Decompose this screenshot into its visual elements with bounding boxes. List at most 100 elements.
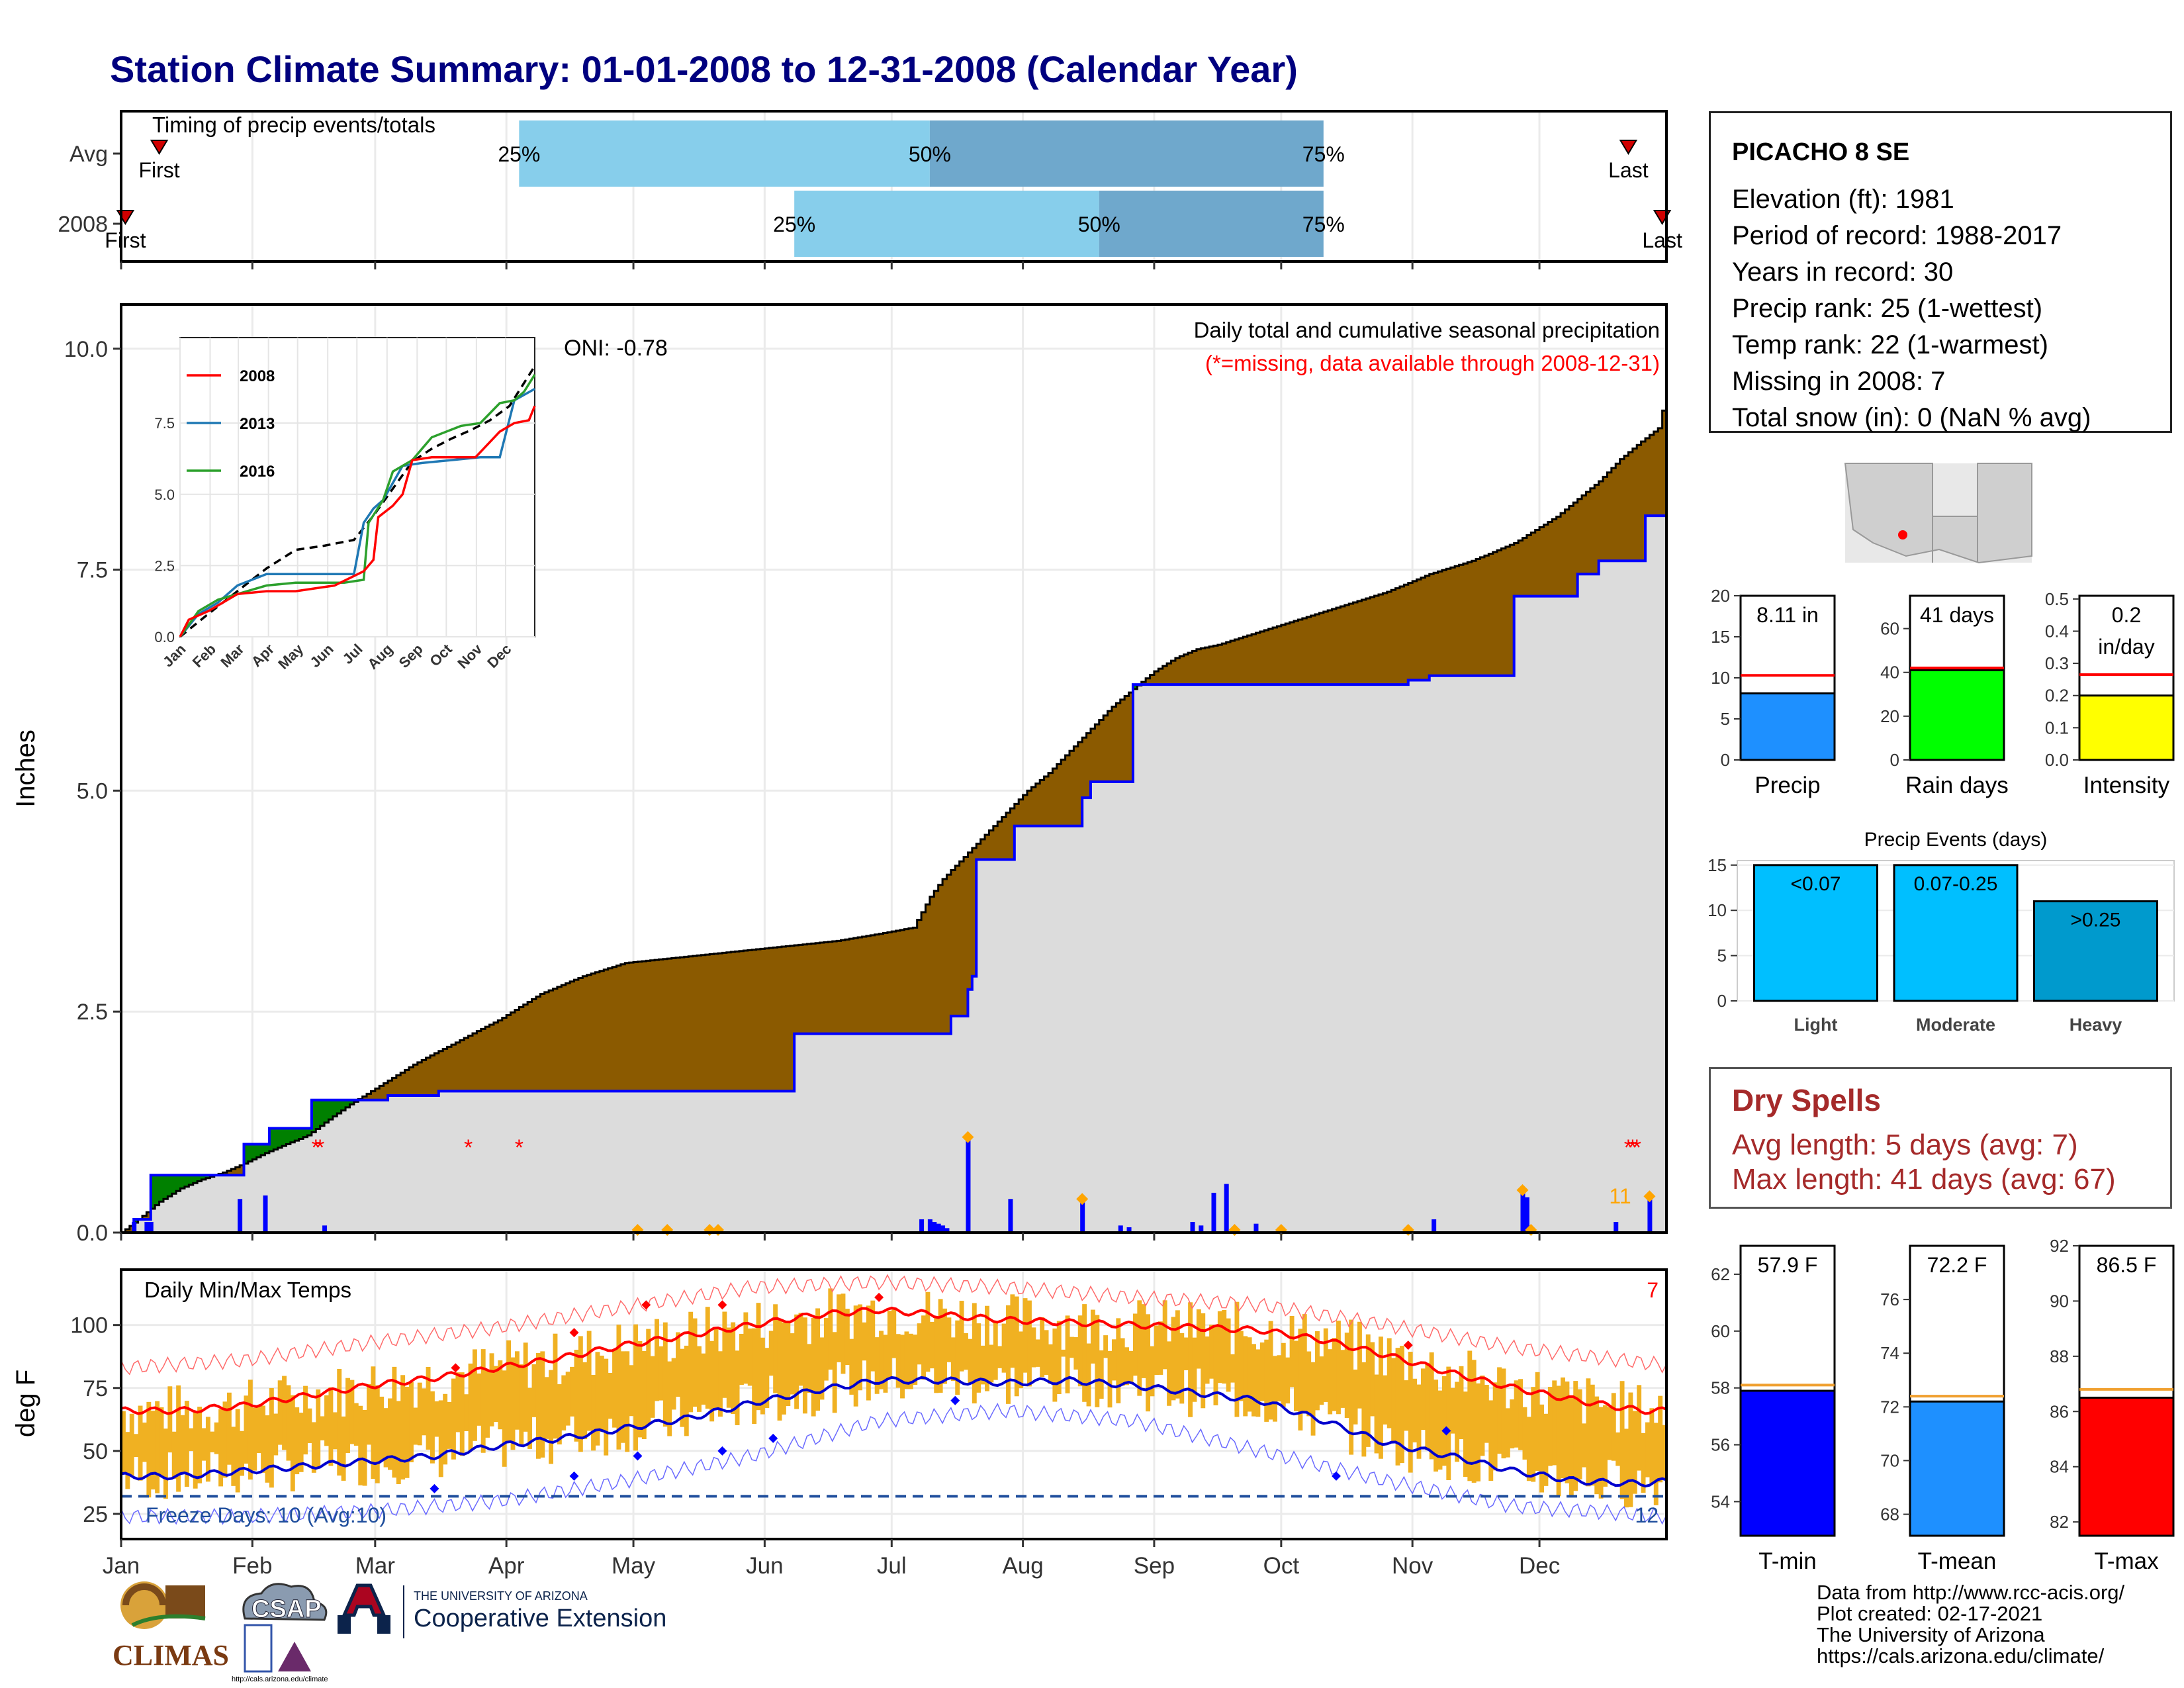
daily-temp-bar [565, 1372, 570, 1426]
daily-temp-bar [942, 1308, 947, 1384]
daily-temp-bar [1632, 1411, 1637, 1494]
daily-temp-bar [1590, 1384, 1595, 1486]
daily-temp-bar [1365, 1334, 1371, 1447]
daily-temp-bar [1154, 1325, 1159, 1376]
surplus-segment [244, 1144, 249, 1164]
logo-strip: CLIMAS CSAP http://cals.arizona.edu/clim… [106, 1579, 754, 1685]
surplus-segment [252, 1144, 257, 1160]
daily-temp-bar [1137, 1300, 1142, 1396]
daily-temp-bar [1230, 1354, 1235, 1383]
daily-temp-bar [828, 1288, 833, 1370]
quartile-bar-50-75 [929, 120, 1324, 187]
daily-temp-bar [1569, 1395, 1574, 1496]
quartile-bar-50-75 [1099, 191, 1324, 257]
daily-temp-bar [713, 1328, 719, 1409]
daily-temp-bar [777, 1319, 782, 1421]
daily-temp-bar [612, 1350, 617, 1428]
daily-temp-bar [1531, 1387, 1536, 1482]
surplus-segment [328, 1100, 334, 1120]
daily-temp-bar [1306, 1351, 1312, 1417]
daily-temp-bar [413, 1407, 418, 1445]
month-label: May [612, 1553, 656, 1579]
daily-precip-bar [132, 1221, 137, 1233]
daily-temp-bar [798, 1313, 803, 1386]
daily-temp-bar [493, 1366, 498, 1423]
daily-temp-bar [1488, 1400, 1494, 1481]
precip-panel-title: Daily total and cumulative seasonal prec… [1194, 318, 1660, 342]
daily-temp-bar [1467, 1350, 1473, 1481]
month-label: Jan [103, 1553, 140, 1579]
daily-temp-bar [667, 1361, 672, 1436]
last-event-label: Last [1642, 228, 1682, 252]
precip-gauge-y-tick-label: 20 [1711, 586, 1730, 606]
daily-temp-bar [1607, 1407, 1612, 1460]
daily-temp-bar [1391, 1358, 1396, 1443]
daily-temp-bar [345, 1378, 350, 1454]
record-tmax-line [120, 1274, 1667, 1376]
precip-gauge-y-tick-label: 15 [1711, 627, 1730, 647]
daily-temp-bar [1586, 1378, 1591, 1487]
daily-temp-bar [620, 1351, 625, 1443]
month-label: Nov [1392, 1553, 1433, 1579]
daily-temp-bar [946, 1317, 952, 1362]
daily-temp-bar [549, 1370, 554, 1464]
daily-temp-bar [688, 1311, 694, 1413]
surplus-segment [180, 1175, 185, 1189]
quartile-label-50: 50% [909, 142, 951, 166]
daily-temp-bar [498, 1360, 503, 1430]
daily-temp-bar [248, 1380, 253, 1480]
intensity-gauge-bar [2078, 694, 2175, 761]
daily-temp-bar [1205, 1336, 1210, 1384]
daily-temp-bar [1497, 1367, 1502, 1454]
daily-temp-bar [1374, 1374, 1379, 1454]
daily-temp-bar [1378, 1336, 1383, 1459]
heavy-event-marker [1643, 1190, 1656, 1203]
last-event-marker [1619, 140, 1638, 155]
daily-temp-bar [392, 1366, 397, 1478]
daily-temp-bar [544, 1377, 549, 1439]
daily-temp-bar [705, 1307, 710, 1409]
daily-temp-bar [671, 1358, 676, 1410]
month-label: Aug [1002, 1553, 1043, 1579]
tmax-gauge-y-tick-label: 86 [2050, 1401, 2069, 1421]
tmax-gauge-y-tick-label: 82 [2050, 1512, 2069, 1532]
daily-temp-bar [1162, 1300, 1167, 1370]
daily-temp-bar [134, 1434, 139, 1458]
daily-temp-bar [1086, 1343, 1091, 1407]
daily-temp-bar [1662, 1425, 1667, 1479]
daily-precip-bar [1432, 1219, 1437, 1233]
daily-temp-bar [692, 1318, 698, 1407]
daily-temp-bar [176, 1385, 181, 1492]
daily-temp-bar [358, 1405, 363, 1485]
daily-temp-bar [676, 1332, 680, 1397]
daily-temp-bar [1243, 1336, 1248, 1417]
daily-temp-bar [1056, 1321, 1062, 1395]
daily-temp-bar [1048, 1344, 1053, 1384]
rain-days-gauge-y-tick-label: 0 [1890, 750, 1899, 770]
credit-line-created: Plot created: 02-17-2021 [1817, 1602, 2043, 1625]
daily-temp-bar [739, 1333, 744, 1385]
daily-temp-bar [731, 1322, 736, 1415]
precip-gauge-y-tick-label: 10 [1711, 668, 1730, 688]
daily-temp-bar [1158, 1321, 1163, 1375]
daily-temp-bar [756, 1303, 761, 1411]
daily-temp-bar [709, 1340, 715, 1422]
daily-temp-bar [1251, 1344, 1256, 1417]
record-low-marker [569, 1471, 579, 1481]
tmean-gauge-y-tick-label: 68 [1880, 1505, 1899, 1524]
daily-temp-bar [1132, 1313, 1138, 1376]
daily-precip-bar [322, 1225, 328, 1233]
daily-temp-bar [1319, 1356, 1324, 1405]
daily-temp-bar [298, 1413, 304, 1472]
daily-temp-bar [747, 1328, 752, 1386]
daily-temp-bar [388, 1398, 392, 1470]
precip-y-tick-label: 0.0 [77, 1221, 108, 1246]
daily-temp-bar [477, 1373, 482, 1426]
daily-temp-bar [1598, 1407, 1604, 1499]
precip-panel-subtitle: (*=missing, data available through 2008-… [1205, 351, 1660, 375]
surplus-segment [286, 1128, 291, 1145]
daily-temp-bar [1201, 1313, 1206, 1409]
daily-temp-bar [201, 1428, 206, 1461]
inset-legend-label: 2016 [240, 463, 275, 481]
